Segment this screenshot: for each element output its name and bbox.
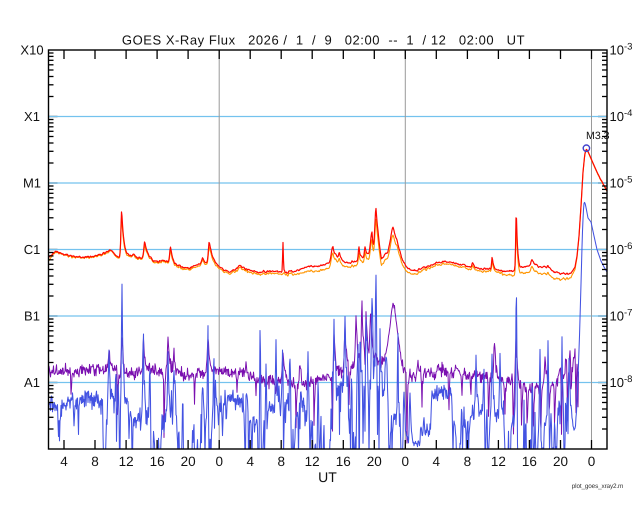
svg-text:X1: X1 — [24, 109, 40, 124]
svg-text:UT: UT — [318, 469, 337, 485]
svg-text:0: 0 — [402, 454, 410, 469]
svg-text:20: 20 — [553, 454, 568, 469]
svg-text:16: 16 — [336, 454, 351, 469]
svg-text:A1: A1 — [24, 375, 40, 390]
svg-text:20: 20 — [367, 454, 382, 469]
svg-text:4: 4 — [246, 454, 254, 469]
svg-text:20: 20 — [181, 454, 196, 469]
svg-text:C1: C1 — [24, 242, 41, 257]
svg-text:X10: X10 — [20, 43, 43, 58]
svg-text:16: 16 — [522, 454, 537, 469]
svg-text:8: 8 — [464, 454, 472, 469]
svg-text:4: 4 — [60, 454, 68, 469]
svg-text:8: 8 — [91, 454, 99, 469]
svg-text:M3.3: M3.3 — [586, 130, 610, 142]
svg-text:8: 8 — [277, 454, 285, 469]
svg-text:0: 0 — [215, 454, 223, 469]
svg-text:12: 12 — [305, 454, 320, 469]
svg-text:plot_goes_xray2.m: plot_goes_xray2.m — [572, 483, 623, 490]
svg-text:GOES X-Ray Flux 2026 / 1 /: GOES X-Ray Flux 2026 / 1 / 9 02:00 -- 1 … — [122, 33, 525, 48]
svg-text:M1: M1 — [23, 176, 41, 191]
svg-text:B1: B1 — [24, 309, 40, 324]
svg-text:16: 16 — [150, 454, 165, 469]
svg-text:4: 4 — [433, 454, 441, 469]
svg-text:0: 0 — [588, 454, 596, 469]
svg-text:12: 12 — [491, 454, 506, 469]
svg-text:12: 12 — [119, 454, 134, 469]
